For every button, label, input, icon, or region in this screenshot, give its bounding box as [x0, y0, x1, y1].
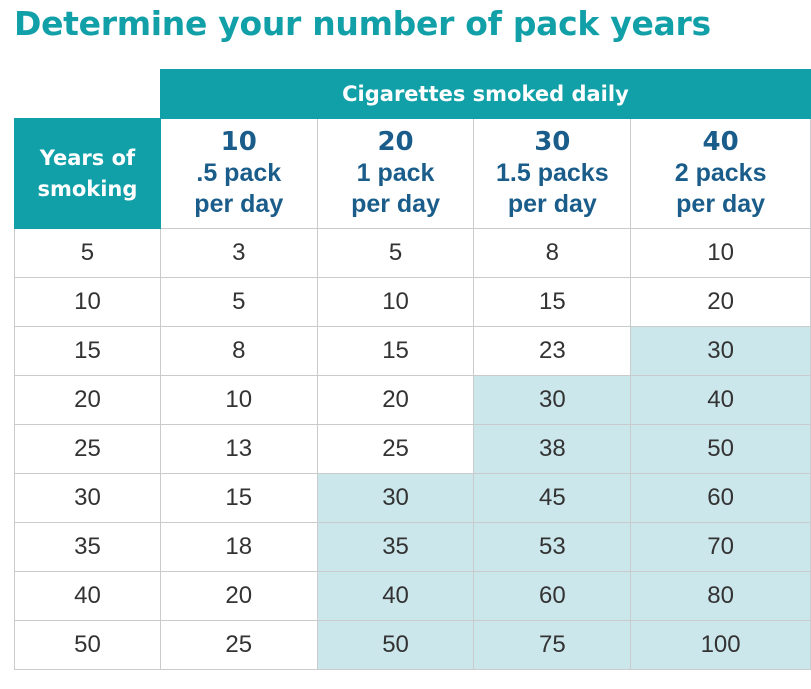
pack-years-cell: 75 [473, 620, 632, 670]
pack-years-cell: 80 [630, 571, 811, 621]
column-header-30-cigarettes: 30 1.5 packs per day [473, 118, 632, 229]
pack-years-cell: 20 [159, 571, 318, 621]
pack-years-cell: 30 [473, 375, 632, 425]
years-cell: 20 [14, 375, 161, 425]
years-cell: 40 [14, 571, 161, 621]
group-header-row: Cigarettes smoked daily [14, 69, 811, 119]
column-header-row: Years of smoking 10 .5 pack per day 20 1… [14, 118, 811, 229]
years-cell: 5 [14, 228, 161, 278]
column-header-cigarettes: 40 [702, 127, 739, 157]
cigarettes-smoked-daily-header: Cigarettes smoked daily [159, 69, 811, 119]
column-header-per-day: per day [194, 190, 284, 218]
pack-years-cell: 40 [630, 375, 811, 425]
column-header-cigarettes: 10 [220, 127, 257, 157]
table-row: 10 5 10 15 20 [14, 277, 811, 327]
pack-years-cell: 60 [473, 571, 632, 621]
table-row: 20 10 20 30 40 [14, 375, 811, 425]
column-header-per-day: per day [351, 190, 440, 218]
column-header-cigarettes: 20 [377, 127, 414, 157]
column-header-10-cigarettes: 10 .5 pack per day [159, 118, 318, 229]
column-header-per-day: per day [676, 190, 766, 218]
years-cell: 10 [14, 277, 161, 327]
column-header-20-cigarettes: 20 1 pack per day [316, 118, 475, 229]
years-cell: 35 [14, 522, 161, 572]
pack-years-cell: 30 [630, 326, 811, 376]
pack-years-cell: 20 [316, 375, 475, 425]
pack-years-cell: 23 [473, 326, 632, 376]
pack-years-cell: 20 [630, 277, 811, 327]
column-header-packs: .5 pack [196, 159, 282, 187]
empty-corner-cell [14, 69, 161, 119]
years-cell: 15 [14, 326, 161, 376]
pack-years-cell: 50 [630, 424, 811, 474]
pack-years-cell: 5 [316, 228, 475, 278]
pack-years-cell: 25 [316, 424, 475, 474]
row-header-line-2: smoking [37, 176, 138, 201]
pack-years-cell: 30 [316, 473, 475, 523]
table-row: 50 25 50 75 100 [14, 620, 811, 670]
pack-years-cell: 10 [630, 228, 811, 278]
pack-years-cell: 3 [159, 228, 318, 278]
pack-years-cell: 10 [159, 375, 318, 425]
years-of-smoking-header: Years of smoking [14, 118, 161, 229]
table-row: 30 15 30 45 60 [14, 473, 811, 523]
column-header-per-day: per day [507, 190, 597, 218]
page-title: Determine your number of pack years [14, 4, 711, 43]
pack-years-cell: 53 [473, 522, 632, 572]
pack-years-cell: 40 [316, 571, 475, 621]
pack-years-cell: 35 [316, 522, 475, 572]
years-cell: 25 [14, 424, 161, 474]
pack-years-cell: 10 [316, 277, 475, 327]
table-body: 5 3 5 8 10 10 5 10 15 20 15 8 15 23 30 20 10 20 30 40 25 13 25… [14, 228, 811, 670]
pack-years-cell: 25 [159, 620, 318, 670]
column-header-packs: 1 pack [356, 159, 435, 187]
pack-years-cell: 18 [159, 522, 318, 572]
column-header-packs: 1.5 packs [496, 159, 609, 187]
table-row: 5 3 5 8 10 [14, 228, 811, 278]
years-cell: 30 [14, 473, 161, 523]
pack-years-cell: 8 [473, 228, 632, 278]
pack-years-cell: 8 [159, 326, 318, 376]
pack-years-cell: 45 [473, 473, 632, 523]
pack-years-cell: 100 [630, 620, 811, 670]
pack-years-cell: 15 [473, 277, 632, 327]
row-header-line-1: Years of [39, 145, 136, 170]
pack-years-cell: 38 [473, 424, 632, 474]
column-header-cigarettes: 30 [534, 127, 571, 157]
table-row: 15 8 15 23 30 [14, 326, 811, 376]
years-cell: 50 [14, 620, 161, 670]
pack-years-table: Cigarettes smoked daily Years of smoking… [14, 69, 811, 670]
table-row: 35 18 35 53 70 [14, 522, 811, 572]
column-header-40-cigarettes: 40 2 packs per day [630, 118, 811, 229]
table-row: 40 20 40 60 80 [14, 571, 811, 621]
pack-years-cell: 60 [630, 473, 811, 523]
pack-years-cell: 70 [630, 522, 811, 572]
pack-years-cell: 15 [159, 473, 318, 523]
column-header-packs: 2 packs [674, 159, 767, 187]
table-row: 25 13 25 38 50 [14, 424, 811, 474]
pack-years-cell: 13 [159, 424, 318, 474]
pack-years-cell: 5 [159, 277, 318, 327]
pack-years-cell: 15 [316, 326, 475, 376]
pack-years-cell: 50 [316, 620, 475, 670]
